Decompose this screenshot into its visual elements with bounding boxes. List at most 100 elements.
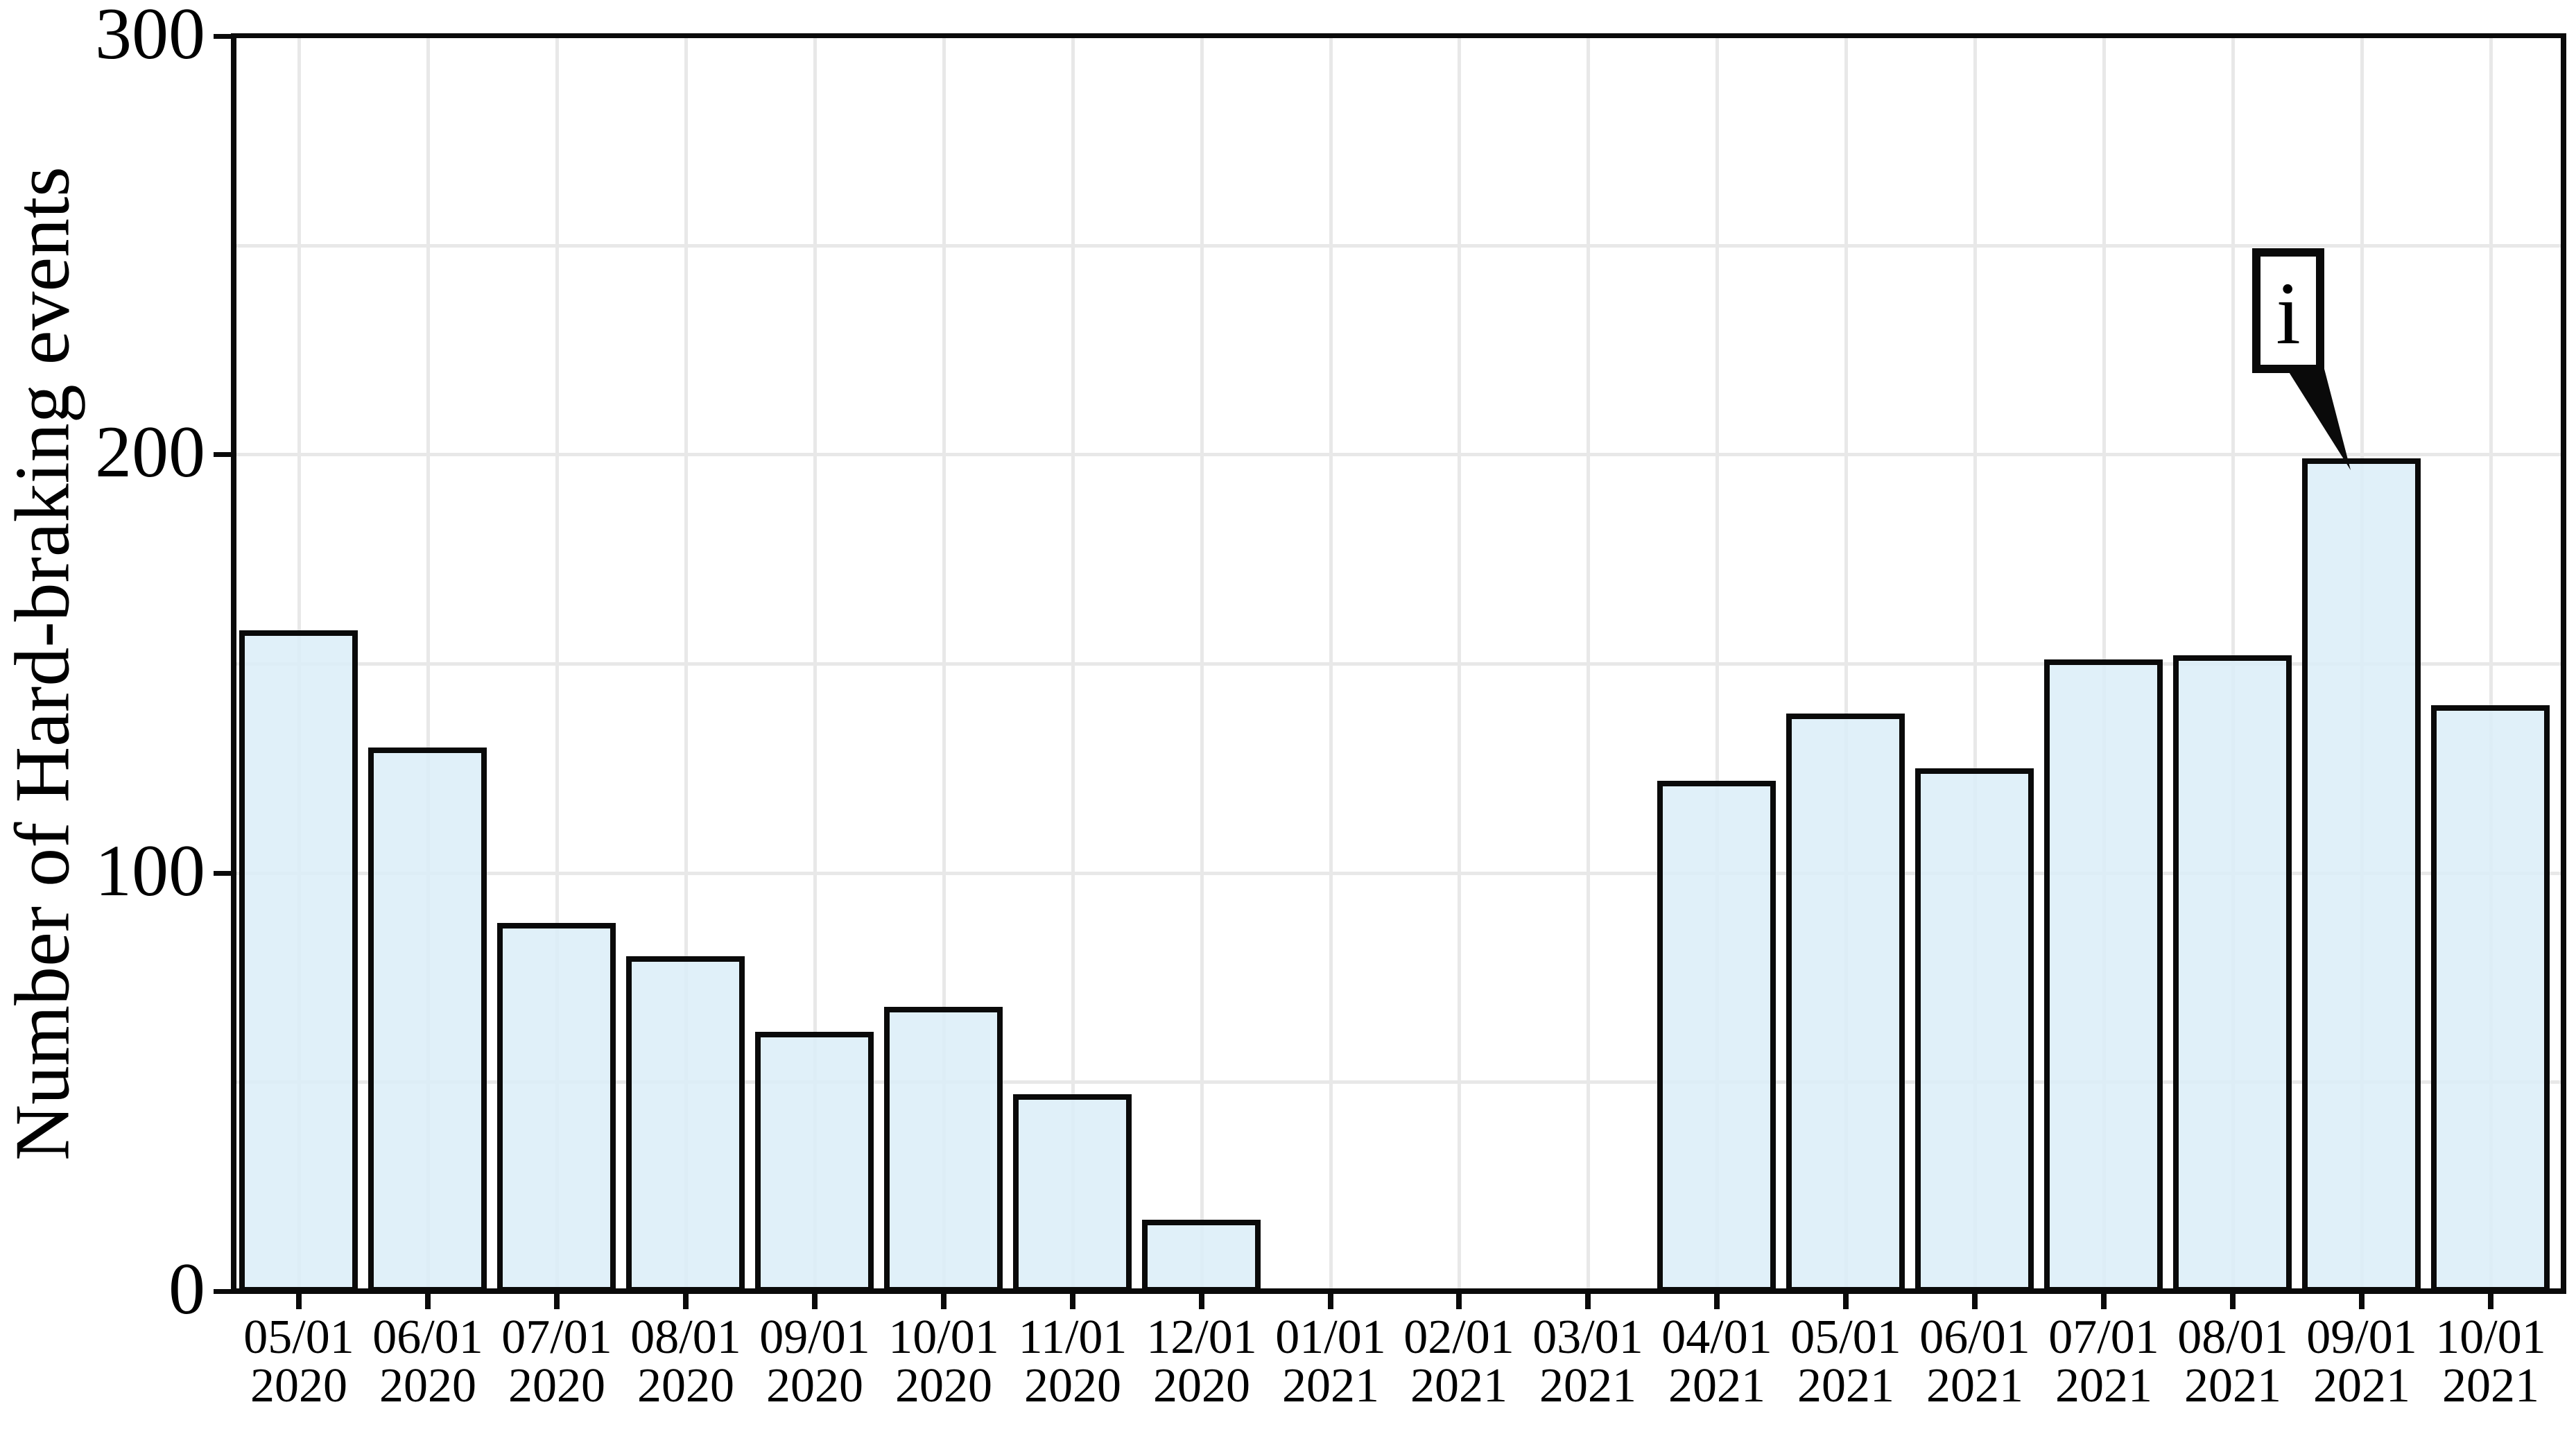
v-gridline xyxy=(813,38,817,1288)
x-tick xyxy=(425,1294,431,1309)
x-tick xyxy=(1328,1294,1333,1309)
x-tick-label-year: 2021 xyxy=(2442,1359,2539,1413)
x-tick-label-year: 2021 xyxy=(2184,1359,2281,1413)
annotation-box: i xyxy=(2252,248,2324,373)
x-tick-label-date: 07/01 xyxy=(501,1311,612,1364)
h-gridline xyxy=(236,244,2561,248)
x-tick-label-year: 2020 xyxy=(250,1359,347,1413)
x-tick xyxy=(812,1294,818,1309)
x-tick-label: 08/01 2021 xyxy=(2118,1313,2347,1410)
bar xyxy=(368,748,487,1293)
x-tick-label: 09/01 2020 xyxy=(700,1313,929,1410)
v-gridline xyxy=(1200,38,1204,1288)
x-tick-label-date: 10/01 xyxy=(888,1311,999,1364)
bar xyxy=(1142,1220,1261,1293)
x-tick xyxy=(1456,1294,1462,1309)
x-tick xyxy=(1199,1294,1204,1309)
x-tick xyxy=(2488,1294,2493,1309)
x-tick-label: 05/01 2021 xyxy=(1731,1313,1960,1410)
x-tick-label: 05/01 2020 xyxy=(184,1313,413,1410)
v-gridline xyxy=(942,38,946,1288)
x-tick-label-date: 06/01 xyxy=(372,1311,483,1364)
bar xyxy=(2173,655,2292,1293)
x-tick xyxy=(2359,1294,2365,1309)
v-gridline xyxy=(555,38,559,1288)
x-tick-label-date: 07/01 xyxy=(2048,1311,2159,1364)
v-gridline xyxy=(1458,38,1461,1288)
x-tick-label-year: 2021 xyxy=(2055,1359,2152,1413)
x-tick-label-date: 11/01 xyxy=(1018,1311,1127,1364)
x-tick-label: 09/01 2021 xyxy=(2247,1313,2476,1410)
bar xyxy=(239,630,358,1293)
x-tick-label-date: 02/01 xyxy=(1403,1311,1514,1364)
x-tick xyxy=(1585,1294,1591,1309)
v-gridline xyxy=(426,38,430,1288)
h-gridline xyxy=(236,872,2561,875)
x-tick-label-date: 08/01 xyxy=(2177,1311,2288,1364)
h-gridline xyxy=(236,453,2561,456)
annotation-wedge xyxy=(2287,369,2351,470)
x-tick-label: 03/01 2021 xyxy=(1473,1313,1702,1410)
y-tick-label: 0 xyxy=(168,1248,205,1329)
bar xyxy=(1786,714,1905,1293)
y-tick xyxy=(214,34,232,39)
annotation-label: i xyxy=(2276,264,2301,363)
bar xyxy=(497,923,616,1293)
v-gridline xyxy=(2489,38,2493,1288)
h-gridline xyxy=(236,1080,2561,1084)
x-tick-label-year: 2021 xyxy=(1797,1359,1894,1413)
x-tick-label: 10/01 2021 xyxy=(2376,1313,2576,1410)
axis-spine-top xyxy=(231,33,2566,38)
x-tick-label: 07/01 2021 xyxy=(1989,1313,2218,1410)
x-tick xyxy=(1972,1294,1978,1309)
x-tick-label-year: 2020 xyxy=(508,1359,605,1413)
v-gridline xyxy=(1329,38,1333,1288)
x-tick-label-date: 04/01 xyxy=(1661,1311,1772,1364)
x-tick-label-year: 2021 xyxy=(1926,1359,2023,1413)
axis-spine-right xyxy=(2561,33,2566,1294)
x-tick-label-year: 2021 xyxy=(1410,1359,1507,1413)
v-gridline xyxy=(684,38,688,1288)
x-tick-label: 10/01 2020 xyxy=(829,1313,1058,1410)
x-tick-label-date: 01/01 xyxy=(1275,1311,1386,1364)
v-gridline xyxy=(1587,38,1590,1288)
x-tick-label-year: 2021 xyxy=(1282,1359,1379,1413)
x-tick-label-date: 09/01 xyxy=(2306,1311,2417,1364)
x-tick xyxy=(941,1294,946,1309)
x-tick-label-year: 2020 xyxy=(895,1359,992,1413)
bar xyxy=(2431,705,2550,1293)
x-tick-label: 06/01 2020 xyxy=(313,1313,542,1410)
x-tick-label-date: 12/01 xyxy=(1146,1311,1257,1364)
x-tick-label-date: 10/01 xyxy=(2435,1311,2546,1364)
x-tick-label: 08/01 2020 xyxy=(571,1313,800,1410)
y-tick-label: 200 xyxy=(95,411,205,492)
x-tick-label-year: 2021 xyxy=(1668,1359,1765,1413)
x-tick-label-date: 09/01 xyxy=(759,1311,870,1364)
axis-spine-bottom xyxy=(231,1288,2566,1294)
v-gridline xyxy=(1071,38,1075,1288)
bar xyxy=(755,1032,874,1293)
bar xyxy=(2302,458,2421,1293)
x-tick-label-year: 2021 xyxy=(1539,1359,1636,1413)
x-tick-label-year: 2020 xyxy=(766,1359,863,1413)
x-tick-label: 04/01 2021 xyxy=(1602,1313,1831,1410)
y-tick xyxy=(214,452,232,457)
bar xyxy=(1657,781,1776,1293)
x-tick xyxy=(1070,1294,1075,1309)
x-tick-label-year: 2020 xyxy=(637,1359,734,1413)
x-tick xyxy=(2101,1294,2107,1309)
x-tick-label: 02/01 2021 xyxy=(1345,1313,1573,1410)
x-tick-label-date: 03/01 xyxy=(1532,1311,1643,1364)
y-tick-label: 100 xyxy=(95,830,205,911)
y-tick xyxy=(214,871,232,876)
x-tick-label: 07/01 2020 xyxy=(442,1313,671,1410)
x-tick-label-date: 05/01 xyxy=(243,1311,354,1364)
x-tick-label-year: 2020 xyxy=(1024,1359,1121,1413)
bar xyxy=(1013,1094,1132,1293)
bar xyxy=(1915,768,2034,1293)
x-tick xyxy=(683,1294,689,1309)
x-tick-label: 06/01 2021 xyxy=(1860,1313,2089,1410)
bar xyxy=(626,956,745,1293)
y-tick-label: 300 xyxy=(95,0,205,74)
